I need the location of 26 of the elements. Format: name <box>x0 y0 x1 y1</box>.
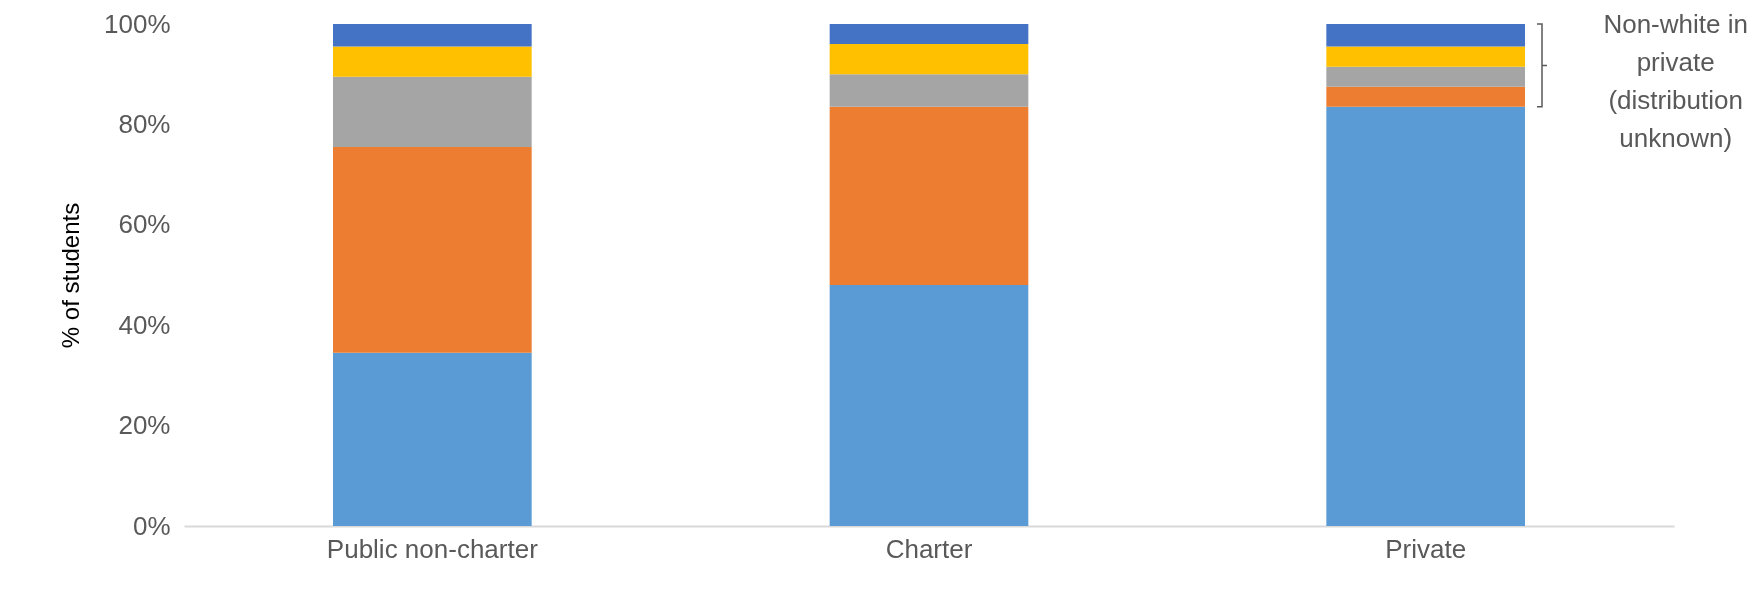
y-tick-label: 100% <box>104 8 171 39</box>
annotation: Non-white in private (distribution unknown) <box>1603 9 1748 153</box>
bar <box>829 285 1029 526</box>
bar <box>1326 86 1525 107</box>
bar <box>333 24 532 47</box>
bar <box>333 46 532 77</box>
bar <box>829 74 1029 107</box>
y-tick-label: 80% <box>118 108 171 139</box>
y-tick-label: 20% <box>118 410 171 441</box>
x-tick-label: Charter <box>885 533 973 564</box>
bar <box>1326 46 1525 67</box>
bar <box>829 44 1029 75</box>
bar <box>333 146 532 353</box>
bar <box>1326 106 1525 526</box>
y-tick-label: 0% <box>132 510 171 541</box>
x-tick-label: Private <box>1385 533 1467 564</box>
bar <box>1326 66 1525 87</box>
y-axis-title: % of students <box>57 202 84 349</box>
y-tick-label: 60% <box>118 209 171 240</box>
bar <box>1326 24 1525 47</box>
bar <box>829 106 1029 286</box>
bar <box>829 24 1029 45</box>
bar <box>333 352 532 526</box>
bar <box>333 76 532 147</box>
y-tick-label: 40% <box>118 309 171 340</box>
x-tick-label: Public non-charter <box>326 533 539 564</box>
